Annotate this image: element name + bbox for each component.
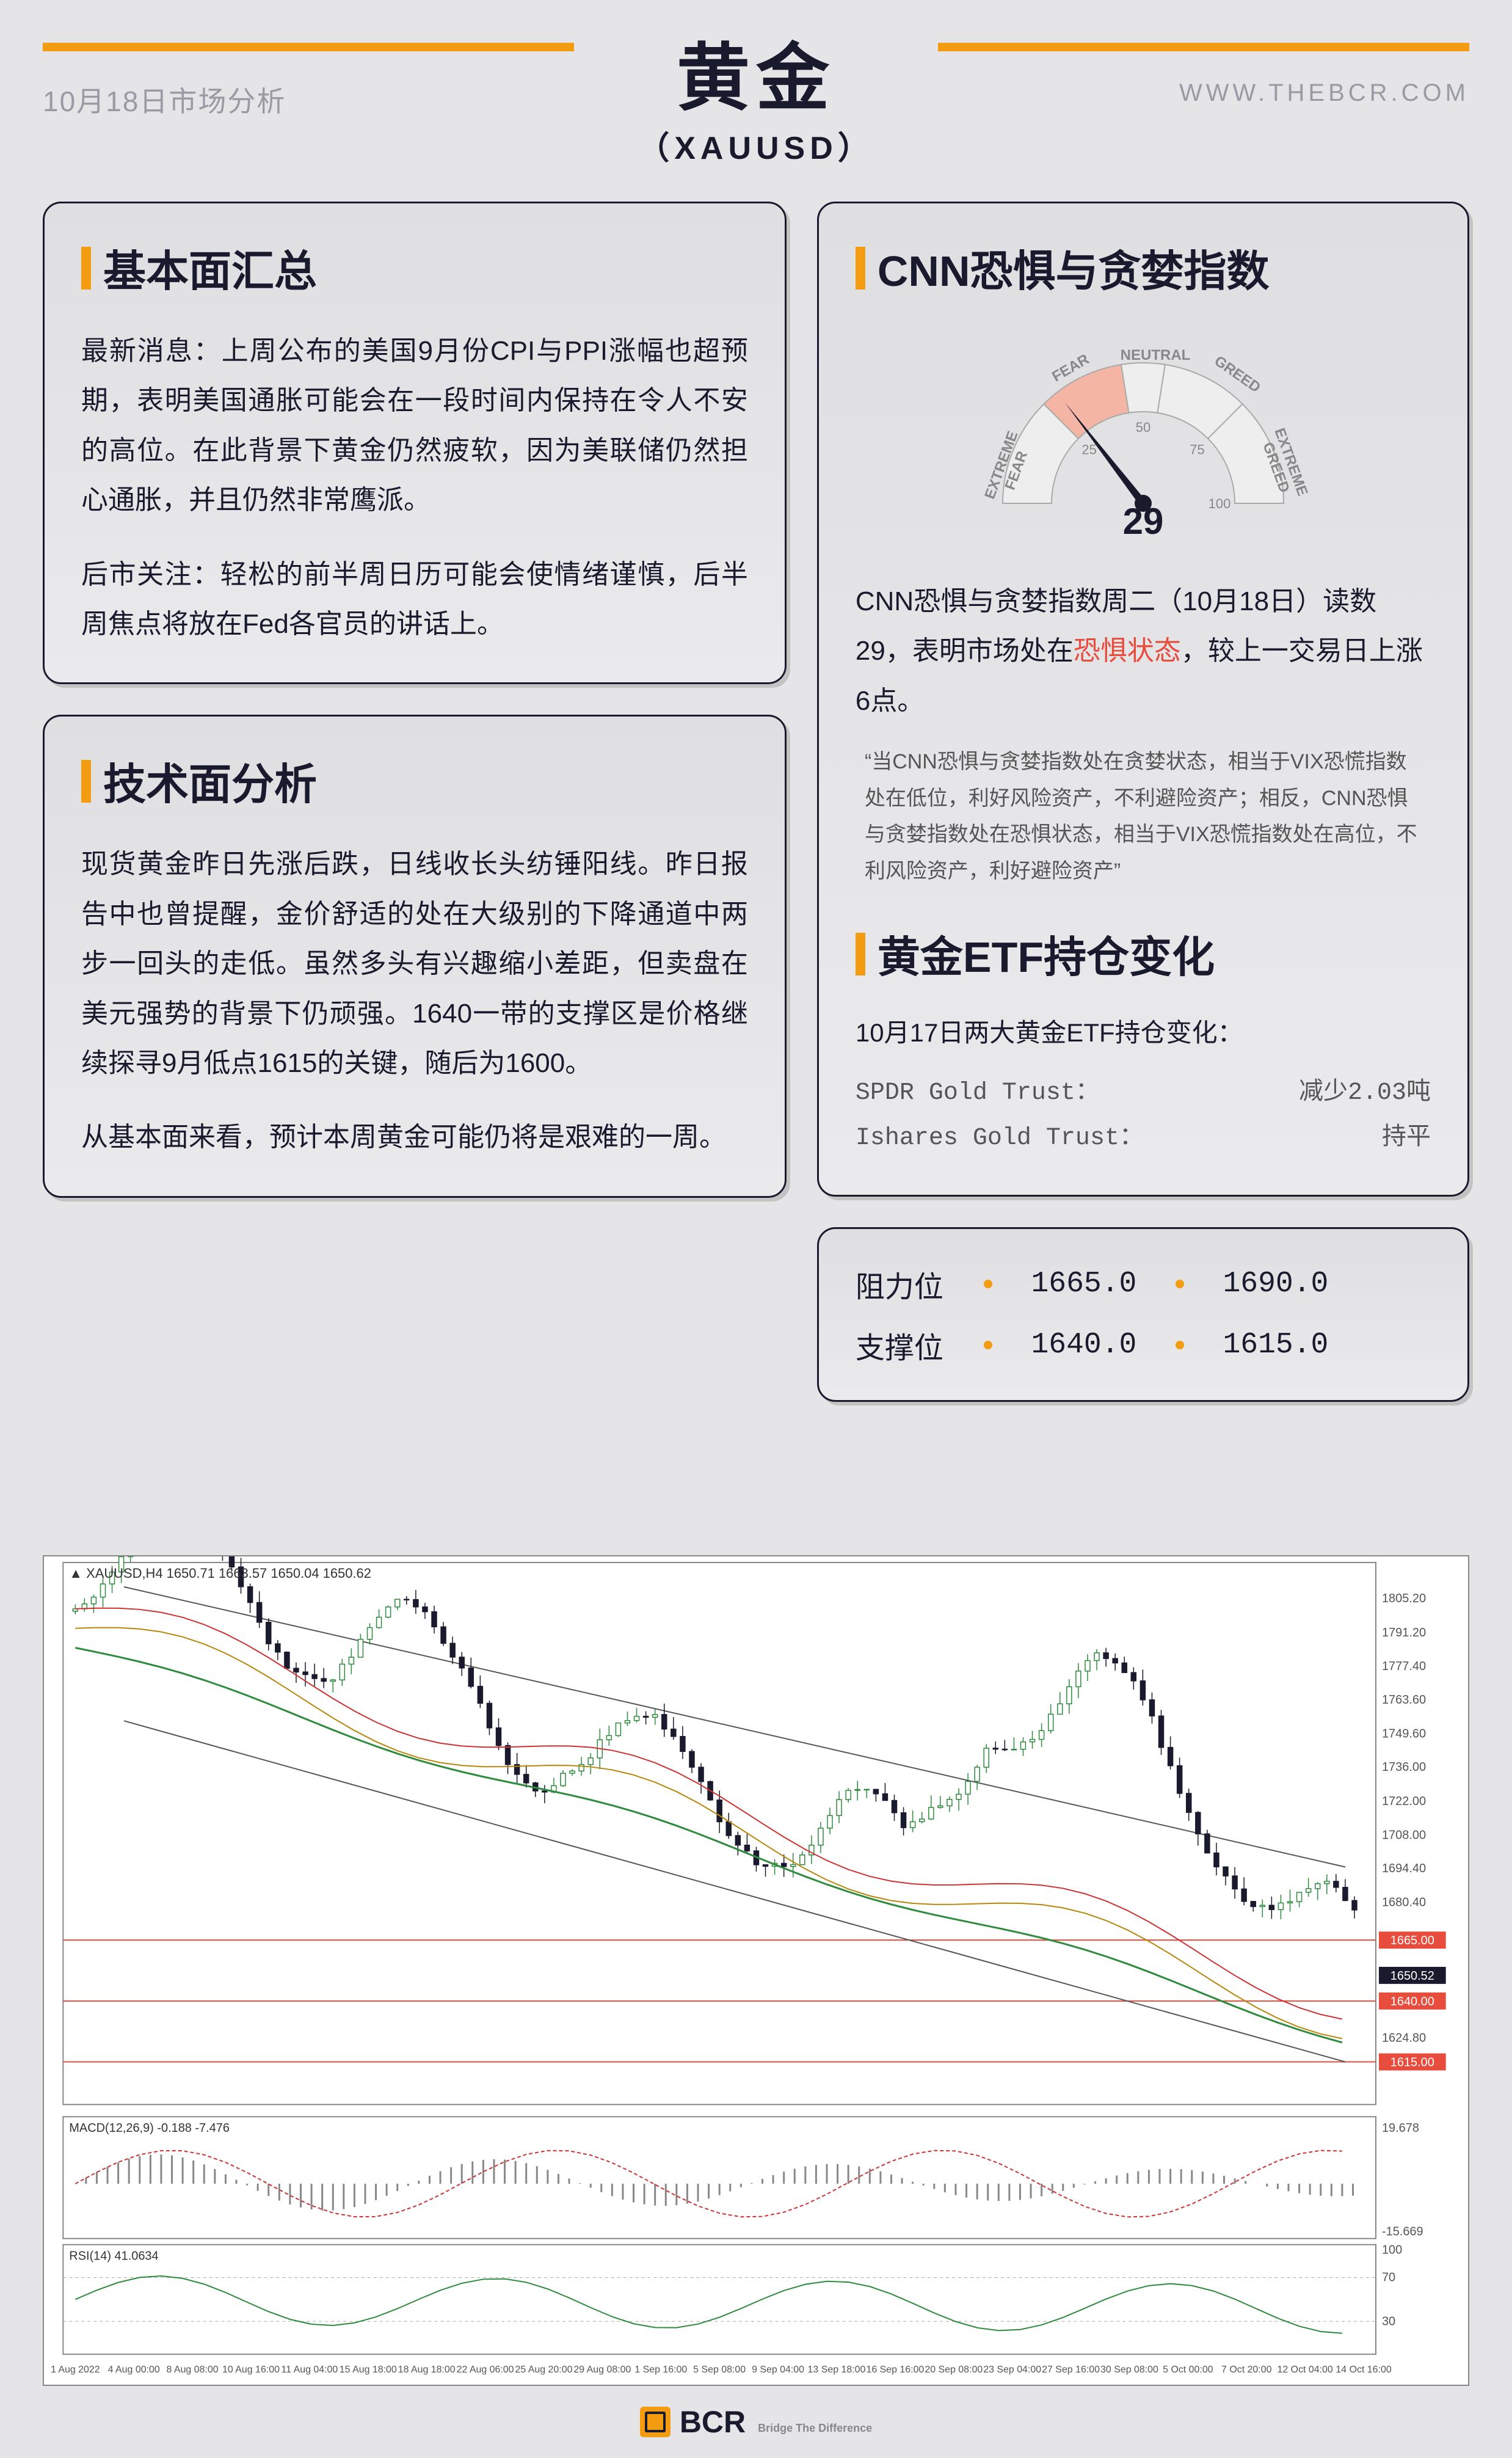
svg-text:30: 30: [1382, 2314, 1395, 2328]
dot-icon: [1176, 1280, 1184, 1288]
svg-text:70: 70: [1382, 2271, 1395, 2285]
svg-text:11 Aug 04:00: 11 Aug 04:00: [282, 2365, 338, 2375]
svg-text:25 Aug 20:00: 25 Aug 20:00: [515, 2365, 573, 2375]
site-url: WWW.THEBCR.COM: [1179, 79, 1469, 107]
accent-bar-icon: [81, 760, 91, 803]
svg-text:8 Aug 08:00: 8 Aug 08:00: [167, 2365, 219, 2375]
brand-name: BCR: [680, 2404, 746, 2440]
price-chart: 1805.20 1791.20 1777.40 1763.60 1749.60 1736.…: [43, 1555, 1469, 2386]
technical-p2: 从基本面来看，预计本周黄金可能仍将是艰难的一周。: [81, 1112, 748, 1162]
svg-text:29 Aug 08:00: 29 Aug 08:00: [573, 2365, 631, 2375]
svg-text:1749.60: 1749.60: [1382, 1727, 1426, 1741]
accent-bar-icon: [856, 933, 865, 976]
svg-text:4 Aug 00:00: 4 Aug 00:00: [108, 2365, 160, 2375]
svg-text:18 Aug 18:00: 18 Aug 18:00: [398, 2365, 456, 2375]
fear-greed-gauge: 255075100 EXTREMEFEARFEARNEUTRALGREEDEXT…: [948, 326, 1339, 546]
svg-text:NEUTRAL: NEUTRAL: [1121, 347, 1191, 363]
technical-title: 技术面分析: [103, 750, 317, 812]
svg-text:100: 100: [1382, 2244, 1402, 2257]
etf-title: 黄金ETF持仓变化: [878, 923, 1215, 985]
svg-text:1615.00: 1615.00: [1390, 2056, 1434, 2070]
svg-text:1708.00: 1708.00: [1382, 1829, 1426, 1842]
fear-greed-summary: CNN恐惧与贪婪指数周二（10月18日）读数29，表明市场处在恐惧状态，较上一交…: [856, 577, 1431, 726]
etf-row: SPDR Gold Trust：减少2.03吨: [856, 1071, 1431, 1107]
svg-text:13 Sep 18:00: 13 Sep 18:00: [808, 2365, 866, 2375]
etf-row: Ishares Gold Trust：持平: [856, 1116, 1431, 1152]
fear-greed-card: CNN恐惧与贪婪指数 255075100 EXTREMEFEARFEARNEUT…: [817, 202, 1469, 1197]
footer: BCR Bridge The Difference: [43, 2404, 1469, 2440]
svg-text:100: 100: [1209, 496, 1231, 511]
dot-icon: [984, 1341, 992, 1349]
support-row: 支撑位 1640.0 1615.0: [856, 1324, 1431, 1366]
svg-text:7 Oct 20:00: 7 Oct 20:00: [1221, 2365, 1272, 2375]
svg-text:10 Aug 16:00: 10 Aug 16:00: [222, 2365, 280, 2375]
accent-bar-right: [938, 43, 1469, 51]
svg-text:1722.00: 1722.00: [1382, 1795, 1426, 1808]
svg-text:22 Aug 06:00: 22 Aug 06:00: [457, 2365, 514, 2375]
svg-text:1640.00: 1640.00: [1390, 1995, 1434, 2008]
accent-bar-icon: [856, 247, 865, 290]
technical-card: 技术面分析 现货黄金昨日先涨后跌，日线收长头纺锤阳线。昨日报告中也曾提醒，金价舒…: [43, 715, 787, 1197]
dot-icon: [984, 1280, 992, 1288]
svg-text:1777.40: 1777.40: [1382, 1660, 1426, 1673]
fear-greed-title: CNN恐惧与贪婪指数: [878, 237, 1270, 299]
svg-text:25: 25: [1081, 442, 1096, 458]
svg-text:1791.20: 1791.20: [1382, 1626, 1426, 1639]
accent-bar-left: [43, 43, 574, 51]
report-date: 10月18日市场分析: [43, 79, 286, 120]
svg-text:75: 75: [1190, 442, 1204, 458]
fundamentals-p1: 最新消息：上周公布的美国9月份CPI与PPI涨幅也超预期，表明美国通胀可能会在一…: [81, 326, 748, 525]
svg-text:5 Sep 08:00: 5 Sep 08:00: [693, 2365, 746, 2375]
svg-text:27 Sep 16:00: 27 Sep 16:00: [1042, 2365, 1100, 2375]
svg-text:1 Aug 2022: 1 Aug 2022: [51, 2365, 100, 2375]
svg-text:RSI(14) 41.0634: RSI(14) 41.0634: [69, 2250, 158, 2263]
fear-greed-quote: “当CNN恐惧与贪婪指数处在贪婪状态，相当于VIX恐慌指数处在低位，利好风险资产…: [856, 744, 1431, 889]
etf-subtitle: 10月17日两大黄金ETF持仓变化：: [856, 1012, 1431, 1049]
svg-text:1665.00: 1665.00: [1390, 1934, 1434, 1947]
svg-text:▲ XAUUSD,H4 1650.71 1663.57 16: ▲ XAUUSD,H4 1650.71 1663.57 1650.04 1650…: [69, 1566, 371, 1581]
svg-text:1624.80: 1624.80: [1382, 2031, 1426, 2044]
dot-icon: [1176, 1341, 1184, 1349]
svg-text:-15.669: -15.669: [1382, 2225, 1423, 2239]
resistance-row: 阻力位 1665.0 1690.0: [856, 1263, 1431, 1305]
brand-tagline: Bridge The Difference: [758, 2422, 872, 2435]
svg-text:20 Sep 08:00: 20 Sep 08:00: [925, 2365, 983, 2375]
svg-text:50: 50: [1136, 420, 1150, 435]
svg-text:30 Sep 08:00: 30 Sep 08:00: [1100, 2365, 1158, 2375]
gauge-value: 29: [1123, 501, 1164, 542]
technical-p1: 现货黄金昨日先涨后跌，日线收长头纺锤阳线。昨日报告中也曾提醒，金价舒适的处在大级…: [81, 839, 748, 1088]
svg-text:1650.52: 1650.52: [1390, 1969, 1434, 1983]
svg-text:5 Oct 00:00: 5 Oct 00:00: [1163, 2365, 1213, 2375]
fundamentals-title: 基本面汇总: [103, 237, 317, 299]
svg-text:19.678: 19.678: [1382, 2121, 1419, 2135]
svg-text:15 Aug 18:00: 15 Aug 18:00: [340, 2365, 397, 2375]
svg-text:1694.40: 1694.40: [1382, 1862, 1426, 1875]
svg-text:14 Oct 16:00: 14 Oct 16:00: [1336, 2365, 1391, 2375]
levels-card: 阻力位 1665.0 1690.0 支撑位 1640.0 1615.0: [817, 1227, 1469, 1402]
svg-text:1680.40: 1680.40: [1382, 1896, 1426, 1909]
accent-bar-icon: [81, 247, 91, 290]
svg-text:16 Sep 16:00: 16 Sep 16:00: [866, 2365, 924, 2375]
svg-text:MACD(12,26,9) -0.188 -7.476: MACD(12,26,9) -0.188 -7.476: [69, 2121, 230, 2135]
svg-text:23 Sep 04:00: 23 Sep 04:00: [983, 2365, 1041, 2375]
svg-text:1 Sep 16:00: 1 Sep 16:00: [634, 2365, 687, 2375]
svg-text:1763.60: 1763.60: [1382, 1693, 1426, 1707]
svg-text:1805.20: 1805.20: [1382, 1592, 1426, 1605]
brand-icon: [640, 2407, 671, 2437]
page-subtitle: （XAUUSD）: [638, 122, 874, 168]
svg-text:12 Oct 04:00: 12 Oct 04:00: [1278, 2365, 1333, 2375]
svg-text:9 Sep 04:00: 9 Sep 04:00: [752, 2365, 804, 2375]
page-title: 黄金: [677, 18, 835, 125]
page-header: 黄金 （XAUUSD） 10月18日市场分析 WWW.THEBCR.COM: [43, 31, 1469, 202]
fundamentals-p2: 后市关注：轻松的前半周日历可能会使情绪谨慎，后半周焦点将放在Fed各官员的讲话上…: [81, 550, 748, 649]
svg-text:1736.00: 1736.00: [1382, 1760, 1426, 1774]
fundamentals-card: 基本面汇总 最新消息：上周公布的美国9月份CPI与PPI涨幅也超预期，表明美国通…: [43, 202, 787, 684]
